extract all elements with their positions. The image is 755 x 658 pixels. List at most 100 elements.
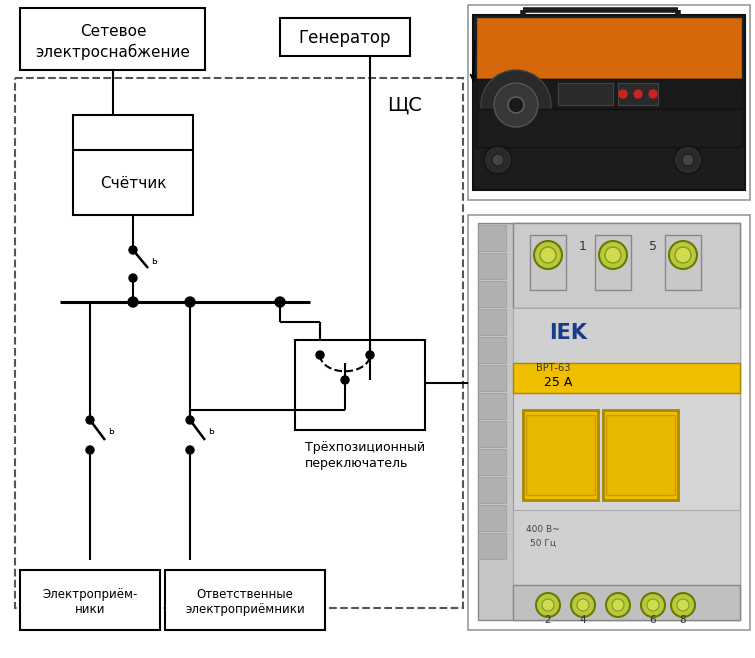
Bar	[478, 253, 506, 279]
Circle shape	[677, 599, 689, 611]
Bar	[478, 421, 506, 447]
Bar	[513, 363, 740, 393]
Bar	[513, 510, 740, 585]
Circle shape	[542, 599, 554, 611]
Bar	[618, 83, 658, 105]
Circle shape	[647, 599, 659, 611]
Bar	[513, 308, 740, 363]
Circle shape	[671, 593, 695, 617]
Bar	[478, 309, 506, 335]
Bar	[513, 223, 740, 308]
Bar	[468, 5, 750, 200]
Text: ь: ь	[151, 256, 157, 266]
Circle shape	[185, 297, 195, 307]
Text: Генератор: Генератор	[299, 29, 391, 47]
Bar	[478, 281, 506, 307]
Text: ВРТ-63: ВРТ-63	[536, 363, 570, 373]
Circle shape	[669, 241, 697, 269]
Text: 4: 4	[580, 615, 587, 625]
Bar	[20, 570, 160, 630]
Bar	[20, 8, 205, 70]
Bar	[603, 410, 678, 500]
Circle shape	[275, 297, 285, 307]
Text: ь: ь	[108, 426, 114, 436]
Circle shape	[649, 90, 657, 98]
Bar	[478, 533, 506, 559]
Circle shape	[366, 351, 374, 359]
Bar	[478, 337, 506, 363]
Bar	[606, 415, 675, 495]
Text: Электроприём-
ники: Электроприём- ники	[42, 588, 137, 617]
Text: 5: 5	[649, 241, 657, 253]
Circle shape	[508, 97, 524, 113]
Circle shape	[571, 593, 595, 617]
Bar	[15, 78, 463, 608]
Circle shape	[86, 416, 94, 424]
Bar	[478, 505, 506, 531]
Circle shape	[612, 599, 624, 611]
Circle shape	[128, 297, 138, 307]
Circle shape	[186, 446, 194, 454]
Circle shape	[129, 274, 137, 282]
Text: 2: 2	[544, 615, 551, 625]
Bar	[595, 235, 631, 290]
Circle shape	[494, 83, 538, 127]
Circle shape	[484, 146, 512, 174]
Bar	[665, 235, 701, 290]
Circle shape	[341, 376, 349, 384]
Text: Трёхпозиционный
переключатель: Трёхпозиционный переключатель	[305, 440, 425, 470]
Circle shape	[534, 241, 562, 269]
Circle shape	[86, 446, 94, 454]
Bar	[478, 449, 506, 475]
Circle shape	[605, 247, 621, 263]
Bar	[280, 18, 410, 56]
Circle shape	[641, 593, 665, 617]
Circle shape	[606, 593, 630, 617]
Text: 8: 8	[680, 615, 686, 625]
Bar	[473, 15, 745, 190]
Bar	[478, 477, 506, 503]
Bar	[478, 223, 740, 620]
Bar	[295, 340, 425, 430]
Bar	[476, 109, 742, 147]
Text: Ответственные
электроприёмники: Ответственные электроприёмники	[185, 588, 305, 617]
Circle shape	[682, 154, 694, 166]
Circle shape	[316, 351, 324, 359]
Circle shape	[492, 154, 504, 166]
Bar	[526, 415, 595, 495]
Text: 1: 1	[579, 241, 587, 253]
Bar	[468, 215, 750, 630]
Circle shape	[540, 247, 556, 263]
Circle shape	[619, 90, 627, 98]
Text: 400 В~: 400 В~	[526, 526, 559, 534]
Bar	[523, 410, 598, 500]
Circle shape	[634, 90, 642, 98]
Circle shape	[599, 241, 627, 269]
Circle shape	[481, 70, 551, 140]
Circle shape	[186, 416, 194, 424]
Circle shape	[674, 146, 702, 174]
Bar	[530, 235, 566, 290]
Circle shape	[675, 247, 691, 263]
Bar	[73, 115, 193, 215]
Bar	[478, 365, 506, 391]
Text: 6: 6	[650, 615, 656, 625]
Bar	[476, 17, 742, 79]
Bar	[478, 225, 506, 251]
Bar	[513, 585, 740, 620]
Text: Сетевое
электроснабжение: Сетевое электроснабжение	[35, 24, 190, 60]
Text: ь: ь	[208, 426, 214, 436]
Bar	[478, 393, 506, 419]
Bar	[165, 570, 325, 630]
Text: 25 А: 25 А	[544, 376, 572, 388]
Text: Счётчик: Счётчик	[100, 176, 166, 191]
Bar	[558, 83, 613, 105]
Text: 50 Гц: 50 Гц	[530, 538, 556, 547]
Bar	[476, 79, 742, 109]
Circle shape	[536, 593, 560, 617]
Text: ЩС: ЩС	[387, 95, 423, 114]
Circle shape	[129, 246, 137, 254]
Circle shape	[577, 599, 589, 611]
Bar	[513, 223, 740, 620]
Text: IEK: IEK	[549, 323, 587, 343]
